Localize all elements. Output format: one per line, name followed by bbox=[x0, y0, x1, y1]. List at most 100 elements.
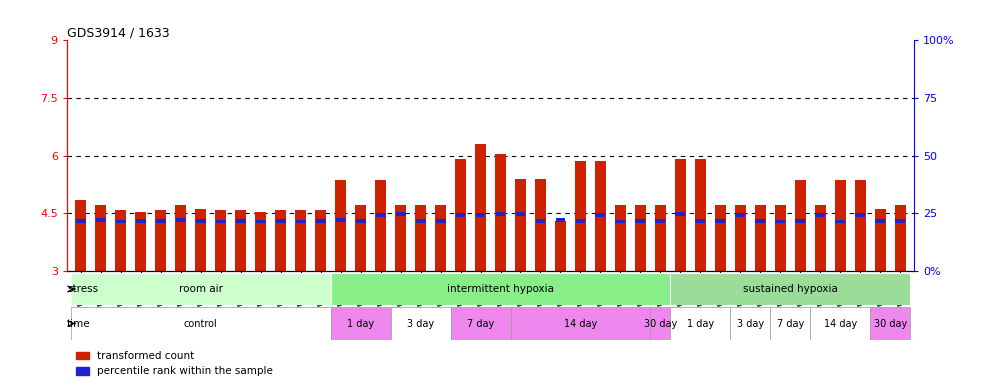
Bar bbox=[215, 210, 226, 271]
Bar bbox=[815, 205, 826, 271]
Bar bbox=[196, 219, 205, 223]
Bar bbox=[116, 220, 126, 223]
Bar bbox=[515, 179, 526, 271]
Bar bbox=[730, 307, 771, 340]
Text: sustained hypoxia: sustained hypoxia bbox=[743, 284, 838, 294]
Bar bbox=[475, 144, 486, 271]
Bar bbox=[635, 205, 646, 271]
Bar bbox=[596, 213, 606, 217]
Bar bbox=[695, 219, 705, 223]
Text: time: time bbox=[67, 318, 90, 329]
Bar bbox=[875, 209, 886, 271]
Bar bbox=[575, 161, 586, 271]
Bar bbox=[330, 307, 390, 340]
Bar bbox=[775, 205, 785, 271]
Bar bbox=[895, 205, 905, 271]
Text: 1 day: 1 day bbox=[347, 318, 375, 329]
Text: 7 day: 7 day bbox=[777, 318, 804, 329]
Bar bbox=[235, 210, 246, 271]
Bar bbox=[455, 159, 466, 271]
Bar bbox=[335, 180, 346, 271]
Bar bbox=[835, 180, 845, 271]
Bar bbox=[450, 307, 510, 340]
Bar bbox=[810, 307, 870, 340]
Bar bbox=[695, 159, 706, 271]
Bar bbox=[136, 219, 145, 223]
Bar bbox=[356, 219, 366, 223]
Bar bbox=[715, 205, 725, 271]
Bar bbox=[855, 213, 865, 217]
Bar bbox=[76, 219, 86, 223]
Bar bbox=[670, 307, 730, 340]
Bar bbox=[415, 205, 426, 271]
Bar bbox=[275, 210, 286, 271]
Bar bbox=[136, 212, 146, 271]
Bar bbox=[175, 205, 186, 271]
Text: 30 day: 30 day bbox=[874, 318, 907, 329]
Bar bbox=[455, 213, 466, 217]
Text: 3 day: 3 day bbox=[736, 318, 764, 329]
Bar bbox=[96, 218, 106, 222]
Bar bbox=[435, 219, 445, 223]
Bar bbox=[216, 220, 226, 223]
Bar bbox=[295, 210, 306, 271]
Bar bbox=[71, 273, 330, 305]
Bar bbox=[256, 212, 266, 271]
Bar bbox=[735, 205, 746, 271]
Bar bbox=[735, 213, 745, 217]
Bar bbox=[395, 212, 406, 216]
Bar bbox=[776, 220, 785, 223]
Bar bbox=[330, 273, 670, 305]
Bar bbox=[376, 180, 386, 271]
Bar bbox=[536, 219, 546, 223]
Bar bbox=[115, 210, 126, 271]
Text: 3 day: 3 day bbox=[407, 318, 434, 329]
Bar bbox=[236, 219, 246, 223]
Legend: transformed count, percentile rank within the sample: transformed count, percentile rank withi… bbox=[72, 347, 277, 381]
Bar bbox=[495, 154, 506, 271]
Bar bbox=[435, 205, 446, 271]
Bar bbox=[156, 219, 166, 223]
Bar bbox=[335, 218, 346, 222]
Bar bbox=[655, 205, 665, 271]
Bar bbox=[615, 220, 625, 223]
Bar bbox=[656, 219, 665, 223]
Bar bbox=[196, 209, 206, 271]
Text: stress: stress bbox=[67, 284, 98, 294]
Bar bbox=[476, 213, 486, 217]
Bar bbox=[555, 218, 565, 222]
Bar bbox=[716, 219, 725, 223]
Bar bbox=[675, 212, 685, 216]
Bar bbox=[95, 205, 106, 271]
Bar bbox=[836, 220, 845, 223]
Bar bbox=[176, 218, 186, 222]
Bar bbox=[795, 180, 806, 271]
Text: 7 day: 7 day bbox=[467, 318, 494, 329]
Text: 14 day: 14 day bbox=[824, 318, 857, 329]
Text: 1 day: 1 day bbox=[687, 318, 714, 329]
Bar bbox=[855, 180, 866, 271]
Bar bbox=[355, 205, 366, 271]
Bar bbox=[416, 219, 426, 223]
Bar bbox=[771, 307, 810, 340]
Text: 14 day: 14 day bbox=[564, 318, 597, 329]
Bar bbox=[296, 220, 306, 223]
Bar bbox=[755, 219, 765, 223]
Bar bbox=[555, 221, 566, 271]
Bar bbox=[896, 219, 905, 223]
Bar bbox=[256, 220, 265, 223]
Bar bbox=[376, 213, 385, 217]
Text: 30 day: 30 day bbox=[644, 318, 677, 329]
Text: control: control bbox=[184, 318, 217, 329]
Text: room air: room air bbox=[179, 284, 223, 294]
Bar bbox=[390, 307, 450, 340]
Bar bbox=[755, 205, 766, 271]
Bar bbox=[71, 307, 330, 340]
Bar bbox=[815, 213, 825, 217]
Bar bbox=[535, 179, 546, 271]
Bar bbox=[575, 219, 586, 223]
Bar bbox=[670, 273, 910, 305]
Bar bbox=[675, 159, 686, 271]
Bar bbox=[395, 205, 406, 271]
Bar bbox=[155, 210, 166, 271]
